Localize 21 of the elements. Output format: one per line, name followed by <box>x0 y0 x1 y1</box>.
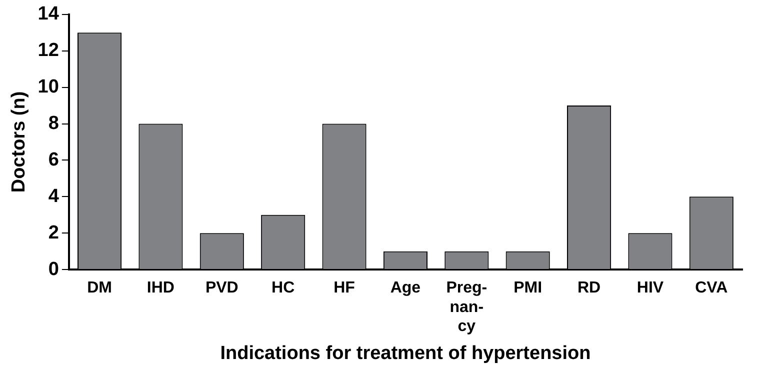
x-tick-label: PVD <box>205 280 238 297</box>
y-tick-label: 10 <box>38 76 59 98</box>
x-tick-label: IHD <box>146 280 174 297</box>
y-tick-label: 8 <box>48 113 59 134</box>
x-tick-label: DM <box>87 280 112 297</box>
x-tick-label: Preg- nan- cy <box>446 280 488 336</box>
x-tick-label: HC <box>272 280 296 297</box>
x-tick-label: CVA <box>695 280 728 297</box>
y-tick-label: 12 <box>38 40 59 62</box>
x-tick-label: HF <box>334 280 356 297</box>
x-tick-label: RD <box>577 280 601 297</box>
y-axis-title: Doctors (n) <box>8 91 30 193</box>
x-tick-label: PMI <box>514 280 542 297</box>
y-tick-label: 6 <box>48 149 59 170</box>
y-tick-label: 4 <box>48 186 60 207</box>
x-tick-label: Age <box>390 280 421 297</box>
y-tick-label: 14 <box>38 4 60 25</box>
y-tick-label: 0 <box>48 258 59 280</box>
y-tick-label: 2 <box>48 222 59 244</box>
x-axis-title: Indications for treatment of hypertension <box>220 342 591 364</box>
x-tick-label: HIV <box>636 280 664 297</box>
